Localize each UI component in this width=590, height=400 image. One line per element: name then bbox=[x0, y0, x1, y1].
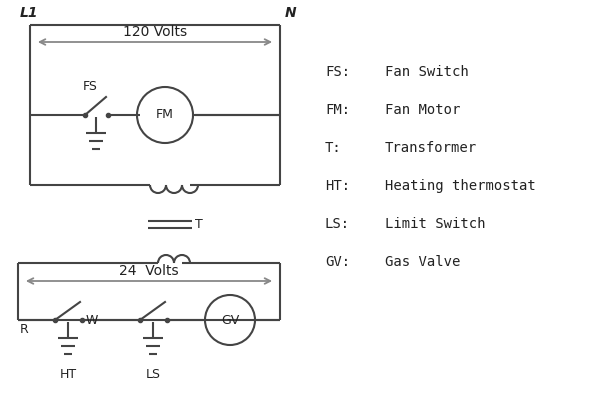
Text: FS:: FS: bbox=[325, 65, 350, 79]
Text: 120 Volts: 120 Volts bbox=[123, 25, 187, 39]
Text: FS: FS bbox=[83, 80, 98, 93]
Text: Fan Switch: Fan Switch bbox=[385, 65, 468, 79]
Text: Fan Motor: Fan Motor bbox=[385, 103, 460, 117]
Text: T: T bbox=[195, 218, 203, 231]
Circle shape bbox=[205, 295, 255, 345]
Text: GV:: GV: bbox=[325, 255, 350, 269]
Text: GV: GV bbox=[221, 314, 239, 326]
Text: R: R bbox=[20, 323, 29, 336]
Text: Gas Valve: Gas Valve bbox=[385, 255, 460, 269]
Text: HT: HT bbox=[60, 368, 77, 381]
Text: LS: LS bbox=[146, 368, 160, 381]
Text: LS:: LS: bbox=[325, 217, 350, 231]
Text: FM: FM bbox=[156, 108, 174, 122]
Text: W: W bbox=[86, 314, 99, 326]
Text: Heating thermostat: Heating thermostat bbox=[385, 179, 536, 193]
Text: HT:: HT: bbox=[325, 179, 350, 193]
Text: 24  Volts: 24 Volts bbox=[119, 264, 179, 278]
Text: FM:: FM: bbox=[325, 103, 350, 117]
Circle shape bbox=[137, 87, 193, 143]
Text: Transformer: Transformer bbox=[385, 141, 477, 155]
Text: T:: T: bbox=[325, 141, 342, 155]
Text: L1: L1 bbox=[20, 6, 38, 20]
Text: N: N bbox=[285, 6, 297, 20]
Text: Limit Switch: Limit Switch bbox=[385, 217, 486, 231]
